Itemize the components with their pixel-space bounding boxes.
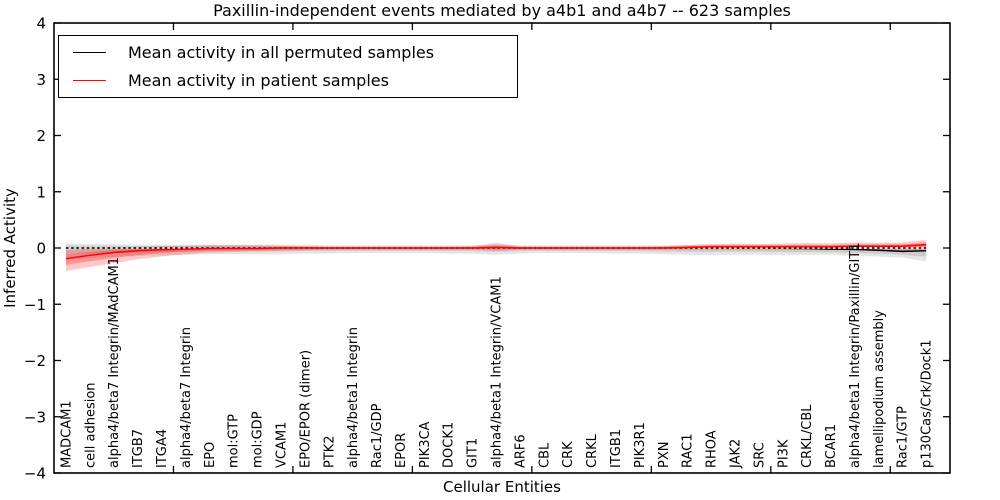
x-tick-label: MADCAM1 — [59, 400, 74, 468]
x-tick-label: p130Cas/Crk/Dock1 — [920, 339, 935, 468]
x-tick-label: alpha4/beta1 Integrin — [346, 327, 361, 468]
plot-frame — [53, 22, 951, 474]
x-tick-label: ITGB7 — [131, 429, 146, 468]
x-tick-label: ARF6 — [513, 434, 528, 468]
y-tick-label: −2 — [24, 352, 46, 370]
x-tick-label: PIK3R1 — [633, 422, 648, 468]
y-tick-label: −3 — [24, 408, 46, 426]
x-tick-label: PXN — [657, 442, 672, 468]
plot-layers: 4 3 2 1 0 −1 −2 −3 −4 MADCAM1 cell adhesion alpha4/… — [24, 15, 951, 483]
x-axis-label: Cellular Entities — [443, 478, 561, 496]
x-tick-label: alpha4/beta1 Integrin/Paxillin/GIT1 — [848, 242, 863, 468]
legend-entry-permuted: Mean activity in all permuted samples — [73, 40, 517, 66]
x-tick-label: alpha4/beta1 Integrin/VCAM1 — [490, 276, 505, 468]
x-tick-label: EPO — [203, 442, 218, 468]
x-tick-label: Rac1/GTP — [896, 406, 911, 468]
y-tick-label: 0 — [36, 240, 46, 258]
x-tick-label: SRC — [752, 442, 767, 468]
legend-line-permuted-icon — [73, 52, 106, 54]
patient-mean-line — [65, 243, 927, 260]
legend-line-patient-icon — [73, 79, 106, 81]
x-tick-label: RAC1 — [681, 433, 696, 468]
x-tick-label: CRKL/CBL — [800, 404, 815, 468]
x-tick-label: BCAR1 — [824, 424, 839, 468]
x-tick-label: mol:GDP — [251, 411, 266, 468]
x-tick-label: CRKL — [585, 433, 600, 468]
y-tick-label: −4 — [24, 465, 46, 483]
x-tick-label: CRK — [561, 441, 576, 468]
x-tick-label: JAK2 — [728, 439, 743, 469]
x-tick-label: cell adhesion — [83, 382, 98, 468]
y-axis-label: Inferred Activity — [1, 188, 19, 308]
x-tick-label: VCAM1 — [274, 422, 289, 468]
x-tick-label: RHOA — [705, 430, 720, 468]
x-tick-label: lamellipodium assembly — [872, 310, 887, 468]
x-tick-label: Rac1/GDP — [370, 403, 385, 468]
x-tick-label: EPOR — [394, 433, 409, 468]
y-tick-label: −1 — [24, 296, 46, 314]
x-tick-label: ITGA4 — [155, 429, 170, 468]
y-tick-label: 2 — [36, 127, 46, 145]
x-tick-label: PIK3CA — [418, 421, 433, 468]
legend: Mean activity in all permuted samples Me… — [58, 35, 518, 98]
x-tick-label: alpha4/beta7 Integrin — [179, 327, 194, 468]
x-tick-label: PI3K — [776, 439, 791, 468]
x-tick-label: CBL — [537, 442, 552, 468]
x-tick-label: DOCK1 — [442, 422, 457, 468]
y-tick-label: 3 — [36, 71, 46, 89]
x-tick-label: alpha4/beta7 Integrin/MAdCAM1 — [107, 257, 122, 468]
legend-label-permuted: Mean activity in all permuted samples — [128, 43, 435, 63]
y-tick-label: 1 — [36, 183, 46, 201]
x-tick-label: ITGB1 — [609, 429, 624, 468]
y-tick-label: 4 — [36, 15, 46, 33]
chart-title: Paxillin-independent events mediated by … — [213, 1, 791, 20]
legend-label-patient: Mean activity in patient samples — [128, 70, 389, 90]
x-tick-label: PTK2 — [322, 435, 337, 468]
x-tick-label: EPO/EPOR (dimer) — [298, 350, 313, 468]
x-tick-label: mol:GTP — [227, 414, 242, 468]
x-tick-label: GIT1 — [466, 438, 481, 468]
legend-entry-patient: Mean activity in patient samples — [73, 67, 517, 93]
